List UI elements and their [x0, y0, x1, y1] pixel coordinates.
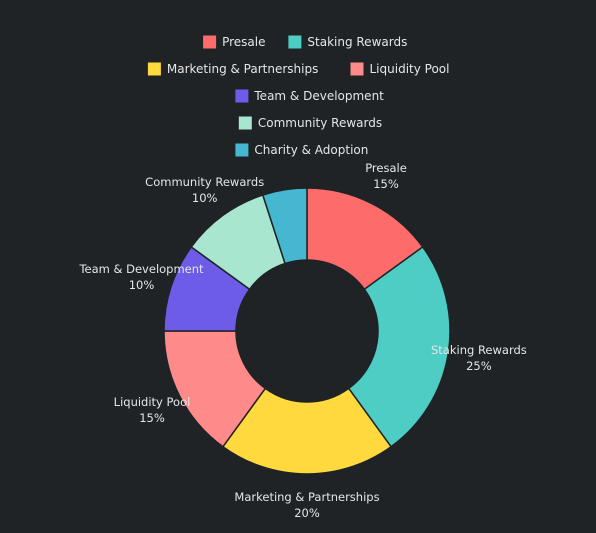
legend-item-charity-and-adoption[interactable]: Charity & Adoption — [235, 143, 368, 157]
legend-swatch-presale — [203, 35, 217, 49]
chart-legend: Presale Staking Rewards Marketing & Partne… — [147, 35, 450, 157]
legend-label-staking-rewards: Staking Rewards — [307, 35, 407, 49]
callout-staking-rewards: Staking Rewards 25% — [431, 343, 527, 373]
legend-swatch-community-rewards — [238, 116, 252, 130]
callout-value-team-and-development: 10% — [129, 278, 155, 292]
slice-staking-rewards[interactable] — [347, 245, 451, 448]
legend-item-community-rewards[interactable]: Community Rewards — [238, 116, 382, 130]
legend-item-liquidity-pool[interactable]: Liquidity Pool — [350, 62, 450, 76]
callout-team-and-development: Team & Development 10% — [78, 262, 204, 292]
callout-marketing-and-partnerships: Marketing & Partnerships 20% — [234, 490, 379, 520]
legend-label-presale: Presale — [222, 35, 265, 49]
callout-label-marketing-and-partnerships: Marketing & Partnerships — [234, 490, 379, 504]
legend-swatch-liquidity-pool — [350, 62, 364, 76]
legend-item-presale[interactable]: Presale — [203, 35, 266, 49]
legend-swatch-team-and-development — [235, 89, 249, 103]
slice-marketing-and-partnerships[interactable] — [221, 387, 393, 475]
legend-label-marketing-and-partnerships: Marketing & Partnerships — [167, 62, 318, 76]
legend-label-team-and-development: Team & Development — [253, 89, 384, 103]
callout-label-presale: Presale — [365, 161, 407, 175]
legend-swatch-marketing-and-partnerships — [147, 62, 161, 76]
callout-value-marketing-and-partnerships: 20% — [294, 506, 320, 520]
callout-presale: Presale 15% — [365, 161, 407, 191]
callout-community-rewards: Community Rewards 10% — [145, 175, 264, 205]
legend-label-charity-and-adoption: Charity & Adoption — [254, 143, 368, 157]
legend-item-team-and-development[interactable]: Team & Development — [235, 89, 384, 103]
chart-slices — [163, 187, 451, 475]
callout-label-liquidity-pool: Liquidity Pool — [114, 395, 191, 409]
callout-label-team-and-development: Team & Development — [78, 262, 204, 276]
legend-label-liquidity-pool: Liquidity Pool — [370, 62, 450, 76]
callout-liquidity-pool: Liquidity Pool 15% — [114, 395, 191, 425]
callout-label-community-rewards: Community Rewards — [145, 175, 264, 189]
callout-label-staking-rewards: Staking Rewards — [431, 343, 527, 357]
legend-item-staking-rewards[interactable]: Staking Rewards — [288, 35, 407, 49]
callout-value-staking-rewards: 25% — [466, 359, 492, 373]
legend-label-community-rewards: Community Rewards — [258, 116, 382, 130]
legend-swatch-charity-and-adoption — [235, 143, 249, 157]
legend-swatch-staking-rewards — [288, 35, 302, 49]
legend-item-marketing-and-partnerships[interactable]: Marketing & Partnerships — [147, 62, 318, 76]
slice-charity-and-adoption[interactable] — [261, 187, 308, 265]
chart-callouts: Presale 15% Staking Rewards 25% Marketing & … — [78, 161, 526, 520]
callout-value-presale: 15% — [373, 177, 399, 191]
callout-value-liquidity-pool: 15% — [139, 411, 165, 425]
callout-value-community-rewards: 10% — [192, 191, 218, 205]
